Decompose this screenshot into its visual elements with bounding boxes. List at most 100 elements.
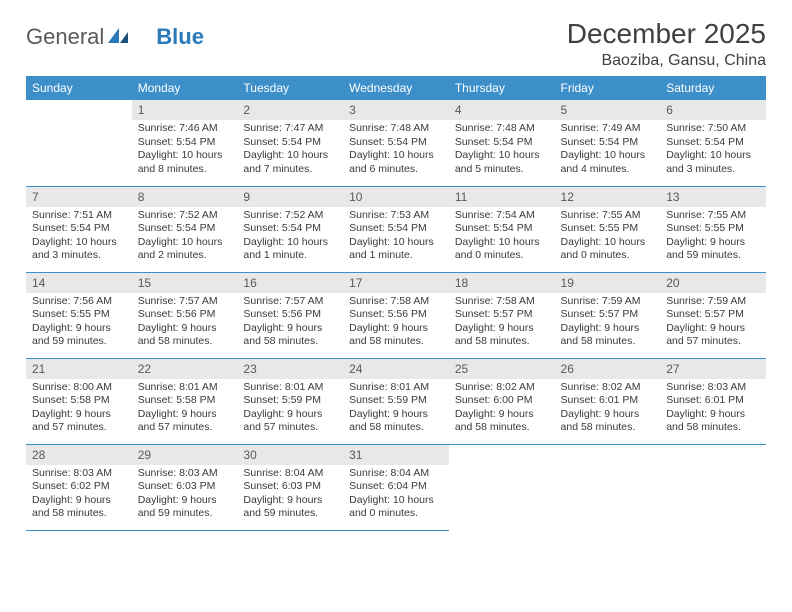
day-details: Sunrise: 7:48 AMSunset: 5:54 PMDaylight:… <box>449 120 555 181</box>
day-details: Sunrise: 7:51 AMSunset: 5:54 PMDaylight:… <box>26 207 132 268</box>
weekday-header-row: SundayMondayTuesdayWednesdayThursdayFrid… <box>26 76 766 100</box>
day-details: Sunrise: 7:47 AMSunset: 5:54 PMDaylight:… <box>237 120 343 181</box>
day-details: Sunrise: 7:55 AMSunset: 5:55 PMDaylight:… <box>555 207 661 268</box>
day-number: 12 <box>555 187 661 207</box>
day-details: Sunrise: 8:02 AMSunset: 6:00 PMDaylight:… <box>449 379 555 440</box>
calendar-cell: 27Sunrise: 8:03 AMSunset: 6:01 PMDayligh… <box>660 358 766 444</box>
day-number: 13 <box>660 187 766 207</box>
day-details: Sunrise: 7:58 AMSunset: 5:56 PMDaylight:… <box>343 293 449 354</box>
day-number: 24 <box>343 359 449 379</box>
day-number: 27 <box>660 359 766 379</box>
calendar-cell: 21Sunrise: 8:00 AMSunset: 5:58 PMDayligh… <box>26 358 132 444</box>
calendar-cell <box>26 100 132 186</box>
calendar-cell: 25Sunrise: 8:02 AMSunset: 6:00 PMDayligh… <box>449 358 555 444</box>
calendar-cell: 3Sunrise: 7:48 AMSunset: 5:54 PMDaylight… <box>343 100 449 186</box>
calendar-cell: 31Sunrise: 8:04 AMSunset: 6:04 PMDayligh… <box>343 444 449 530</box>
day-number: 11 <box>449 187 555 207</box>
weekday-header: Sunday <box>26 76 132 100</box>
day-details: Sunrise: 7:56 AMSunset: 5:55 PMDaylight:… <box>26 293 132 354</box>
day-number: 1 <box>132 100 238 120</box>
day-number: 25 <box>449 359 555 379</box>
calendar-cell: 11Sunrise: 7:54 AMSunset: 5:54 PMDayligh… <box>449 186 555 272</box>
day-number: 4 <box>449 100 555 120</box>
calendar-cell: 16Sunrise: 7:57 AMSunset: 5:56 PMDayligh… <box>237 272 343 358</box>
calendar-cell: 30Sunrise: 8:04 AMSunset: 6:03 PMDayligh… <box>237 444 343 530</box>
day-number: 15 <box>132 273 238 293</box>
day-details: Sunrise: 8:01 AMSunset: 5:59 PMDaylight:… <box>343 379 449 440</box>
calendar-cell: 13Sunrise: 7:55 AMSunset: 5:55 PMDayligh… <box>660 186 766 272</box>
calendar-cell: 12Sunrise: 7:55 AMSunset: 5:55 PMDayligh… <box>555 186 661 272</box>
day-details: Sunrise: 8:00 AMSunset: 5:58 PMDaylight:… <box>26 379 132 440</box>
title-block: December 2025 Baoziba, Gansu, China <box>567 18 766 70</box>
calendar-cell: 17Sunrise: 7:58 AMSunset: 5:56 PMDayligh… <box>343 272 449 358</box>
day-number: 8 <box>132 187 238 207</box>
calendar-cell <box>660 444 766 530</box>
calendar-cell: 9Sunrise: 7:52 AMSunset: 5:54 PMDaylight… <box>237 186 343 272</box>
day-details: Sunrise: 7:52 AMSunset: 5:54 PMDaylight:… <box>237 207 343 268</box>
calendar-cell: 1Sunrise: 7:46 AMSunset: 5:54 PMDaylight… <box>132 100 238 186</box>
calendar-cell: 22Sunrise: 8:01 AMSunset: 5:58 PMDayligh… <box>132 358 238 444</box>
calendar-cell: 5Sunrise: 7:49 AMSunset: 5:54 PMDaylight… <box>555 100 661 186</box>
calendar-cell <box>449 444 555 530</box>
day-number: 17 <box>343 273 449 293</box>
calendar-row: 28Sunrise: 8:03 AMSunset: 6:02 PMDayligh… <box>26 444 766 530</box>
weekday-header: Wednesday <box>343 76 449 100</box>
calendar-body: 1Sunrise: 7:46 AMSunset: 5:54 PMDaylight… <box>26 100 766 530</box>
day-details: Sunrise: 7:57 AMSunset: 5:56 PMDaylight:… <box>132 293 238 354</box>
header: General Blue December 2025 Baoziba, Gans… <box>26 18 766 70</box>
day-details: Sunrise: 8:01 AMSunset: 5:59 PMDaylight:… <box>237 379 343 440</box>
calendar-cell: 26Sunrise: 8:02 AMSunset: 6:01 PMDayligh… <box>555 358 661 444</box>
calendar-cell: 6Sunrise: 7:50 AMSunset: 5:54 PMDaylight… <box>660 100 766 186</box>
day-number: 21 <box>26 359 132 379</box>
day-details: Sunrise: 8:01 AMSunset: 5:58 PMDaylight:… <box>132 379 238 440</box>
calendar-cell: 7Sunrise: 7:51 AMSunset: 5:54 PMDaylight… <box>26 186 132 272</box>
page: General Blue December 2025 Baoziba, Gans… <box>0 0 792 549</box>
calendar-cell: 24Sunrise: 8:01 AMSunset: 5:59 PMDayligh… <box>343 358 449 444</box>
day-number: 16 <box>237 273 343 293</box>
weekday-header: Friday <box>555 76 661 100</box>
weekday-header: Monday <box>132 76 238 100</box>
logo-text-2: Blue <box>156 24 204 50</box>
day-number: 31 <box>343 445 449 465</box>
day-number: 3 <box>343 100 449 120</box>
logo-sail-icon <box>108 26 130 49</box>
calendar-row: 21Sunrise: 8:00 AMSunset: 5:58 PMDayligh… <box>26 358 766 444</box>
calendar-cell: 28Sunrise: 8:03 AMSunset: 6:02 PMDayligh… <box>26 444 132 530</box>
day-number: 18 <box>449 273 555 293</box>
calendar-cell: 29Sunrise: 8:03 AMSunset: 6:03 PMDayligh… <box>132 444 238 530</box>
day-details: Sunrise: 8:03 AMSunset: 6:02 PMDaylight:… <box>26 465 132 526</box>
day-number: 9 <box>237 187 343 207</box>
month-title: December 2025 <box>567 18 766 50</box>
calendar-row: 14Sunrise: 7:56 AMSunset: 5:55 PMDayligh… <box>26 272 766 358</box>
day-details: Sunrise: 7:49 AMSunset: 5:54 PMDaylight:… <box>555 120 661 181</box>
day-details: Sunrise: 8:04 AMSunset: 6:04 PMDaylight:… <box>343 465 449 526</box>
calendar-cell: 14Sunrise: 7:56 AMSunset: 5:55 PMDayligh… <box>26 272 132 358</box>
calendar-cell: 19Sunrise: 7:59 AMSunset: 5:57 PMDayligh… <box>555 272 661 358</box>
day-details: Sunrise: 7:59 AMSunset: 5:57 PMDaylight:… <box>555 293 661 354</box>
weekday-header: Saturday <box>660 76 766 100</box>
day-details: Sunrise: 7:55 AMSunset: 5:55 PMDaylight:… <box>660 207 766 268</box>
day-details: Sunrise: 7:50 AMSunset: 5:54 PMDaylight:… <box>660 120 766 181</box>
day-details: Sunrise: 7:48 AMSunset: 5:54 PMDaylight:… <box>343 120 449 181</box>
day-number: 29 <box>132 445 238 465</box>
day-details: Sunrise: 7:54 AMSunset: 5:54 PMDaylight:… <box>449 207 555 268</box>
day-details: Sunrise: 7:52 AMSunset: 5:54 PMDaylight:… <box>132 207 238 268</box>
logo: General Blue <box>26 18 204 50</box>
calendar-cell <box>555 444 661 530</box>
location-text: Baoziba, Gansu, China <box>567 52 766 70</box>
calendar-cell: 4Sunrise: 7:48 AMSunset: 5:54 PMDaylight… <box>449 100 555 186</box>
day-number: 28 <box>26 445 132 465</box>
day-number: 5 <box>555 100 661 120</box>
weekday-header: Thursday <box>449 76 555 100</box>
day-details: Sunrise: 8:03 AMSunset: 6:01 PMDaylight:… <box>660 379 766 440</box>
day-number: 20 <box>660 273 766 293</box>
day-details: Sunrise: 7:53 AMSunset: 5:54 PMDaylight:… <box>343 207 449 268</box>
day-number: 19 <box>555 273 661 293</box>
calendar-cell: 23Sunrise: 8:01 AMSunset: 5:59 PMDayligh… <box>237 358 343 444</box>
day-number: 14 <box>26 273 132 293</box>
calendar-cell: 8Sunrise: 7:52 AMSunset: 5:54 PMDaylight… <box>132 186 238 272</box>
day-details: Sunrise: 7:57 AMSunset: 5:56 PMDaylight:… <box>237 293 343 354</box>
day-number: 2 <box>237 100 343 120</box>
day-number: 22 <box>132 359 238 379</box>
day-number: 7 <box>26 187 132 207</box>
